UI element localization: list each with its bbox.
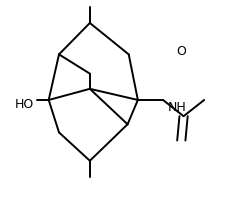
- Text: HO: HO: [15, 98, 34, 111]
- Text: NH: NH: [167, 101, 185, 114]
- Text: O: O: [176, 45, 185, 58]
